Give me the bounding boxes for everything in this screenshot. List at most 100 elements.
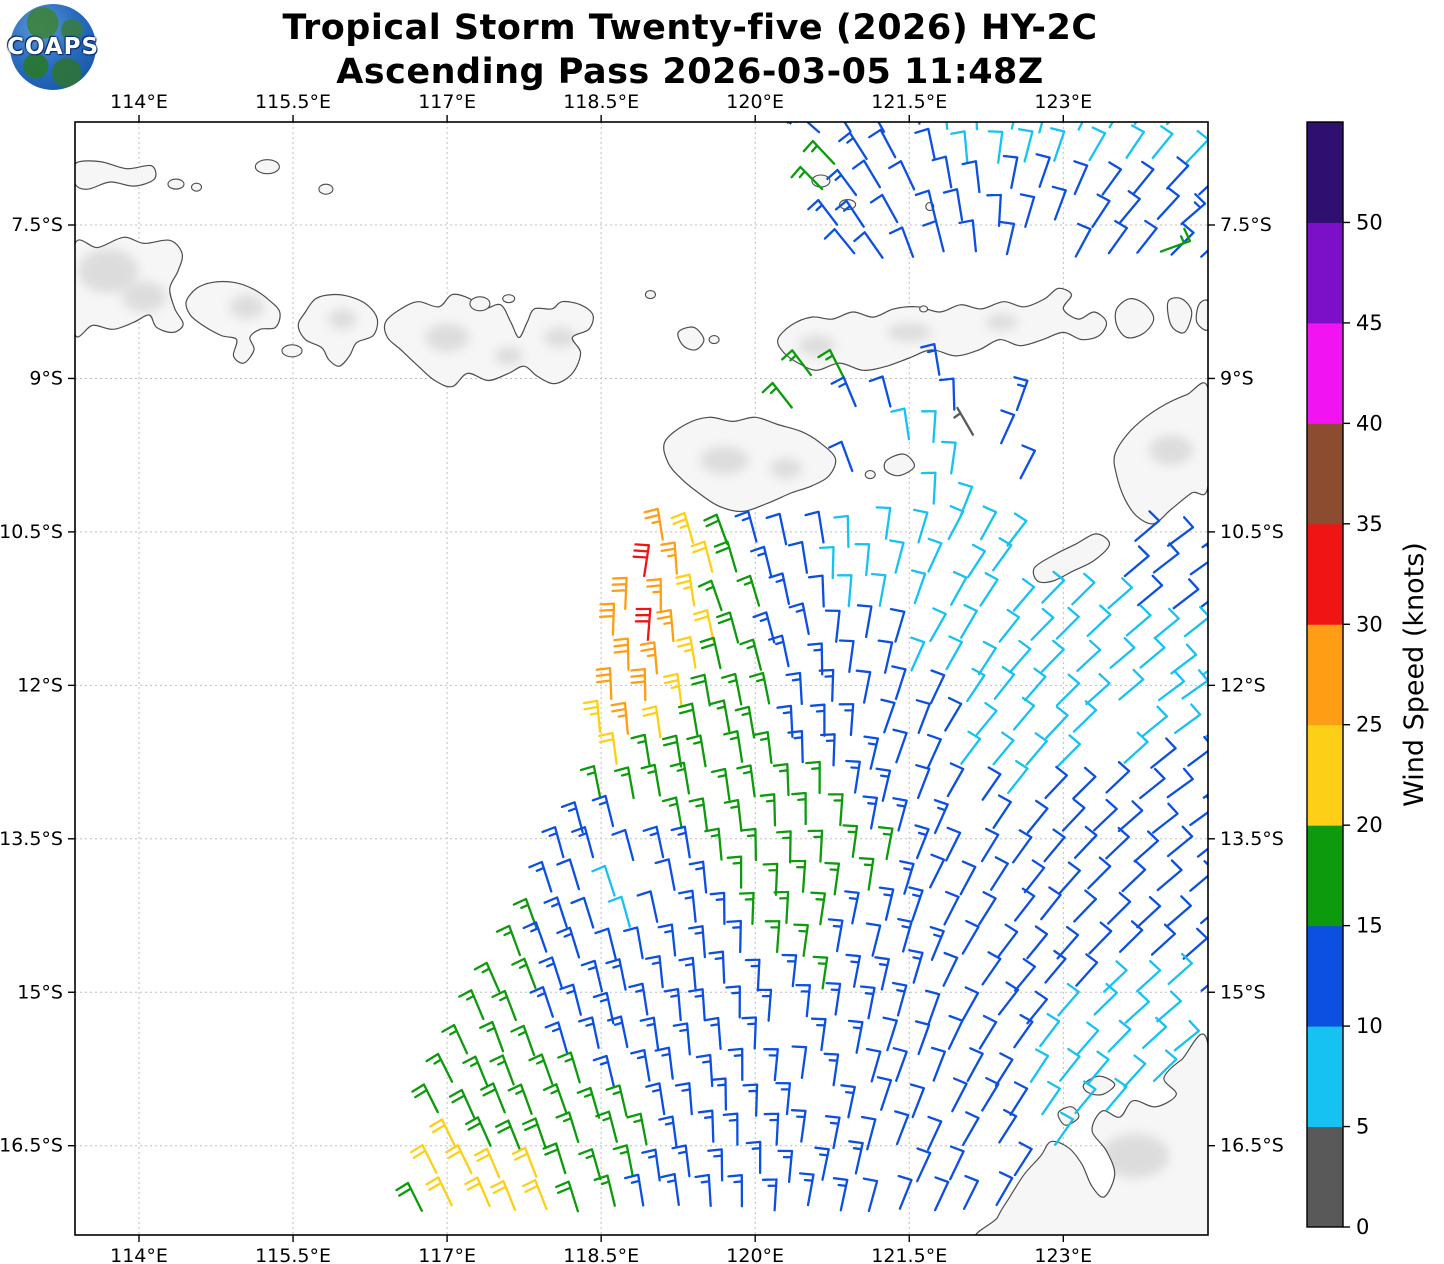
wind-barb xyxy=(491,989,517,1022)
wind-barb xyxy=(1009,1081,1029,1116)
wind-barb xyxy=(981,951,1002,986)
wind-barb xyxy=(804,510,825,544)
wind-barb xyxy=(1045,705,1069,740)
wind-barb xyxy=(607,895,631,928)
wind-barb xyxy=(1008,639,1032,674)
wind-barb xyxy=(989,856,1009,891)
wind-barb xyxy=(929,925,945,961)
wind-barb xyxy=(722,1112,739,1146)
wind-barb xyxy=(961,1111,980,1147)
wind-barb xyxy=(1136,895,1162,929)
island-flores xyxy=(777,288,1107,371)
wind-barb xyxy=(756,988,773,1022)
wind-barb xyxy=(1141,705,1169,738)
wind-barb xyxy=(775,830,792,864)
wind-barb xyxy=(980,827,1000,863)
wind-barb xyxy=(899,860,915,895)
wind-barb xyxy=(1087,856,1112,890)
wind-barb xyxy=(1117,800,1144,833)
wind-barb xyxy=(920,471,937,505)
wind-barb xyxy=(848,1140,864,1175)
wind-barb xyxy=(1159,227,1192,253)
wind-barb xyxy=(862,1177,879,1213)
wind-barb xyxy=(1165,156,1190,190)
wind-barb xyxy=(1200,600,1208,608)
wind-barb xyxy=(1030,607,1055,641)
wind-barb xyxy=(736,574,761,607)
wind-barb xyxy=(1002,154,1019,190)
y-tick-label-left: 10.5°S xyxy=(0,521,63,543)
wind-barb xyxy=(1196,847,1208,858)
wind-barb xyxy=(824,861,841,896)
wind-barb xyxy=(931,155,953,189)
wind-barb xyxy=(1039,1012,1061,1048)
wind-barb xyxy=(425,1176,453,1207)
wind-barb xyxy=(910,569,927,605)
wind-barb xyxy=(892,728,908,764)
wind-barb xyxy=(1088,921,1113,955)
wind-barb xyxy=(645,955,664,989)
wind-barb xyxy=(1073,825,1098,859)
wind-barb xyxy=(786,122,821,134)
wind-barb xyxy=(1076,639,1102,673)
wind-barb xyxy=(726,919,742,954)
island-outline-lembata xyxy=(1114,298,1155,339)
wind-barb xyxy=(1056,734,1082,768)
wind-barb xyxy=(726,855,743,889)
wind-barb xyxy=(507,1083,533,1115)
wind-barb xyxy=(571,826,595,859)
wind-barb xyxy=(765,512,788,546)
wind-barb xyxy=(998,608,1021,643)
x-tick-label-top: 118.5°E xyxy=(563,91,639,113)
wind-barb xyxy=(914,1020,931,1056)
wind-barb xyxy=(592,1054,615,1088)
y-tick-label-right: 15°S xyxy=(1220,981,1266,1003)
wind-barb-layer xyxy=(395,122,1208,1213)
island-shading-australia-kimberley xyxy=(1101,1133,1170,1178)
wind-barb xyxy=(828,440,854,473)
wind-barb xyxy=(1059,1047,1081,1082)
wind-barb xyxy=(1071,572,1096,606)
island-outline-timor xyxy=(1113,382,1208,525)
y-tick-label-right: 12°S xyxy=(1220,674,1266,696)
wind-barb xyxy=(1173,1019,1201,1052)
wind-barb xyxy=(790,1109,807,1143)
wind-barb xyxy=(672,1022,691,1056)
colorbar-band-45-50 xyxy=(1307,222,1343,324)
colorbar-band-15-20 xyxy=(1307,825,1343,927)
wind-barb xyxy=(929,607,947,643)
wind-barb xyxy=(663,987,682,1022)
wind-barb xyxy=(814,1146,830,1181)
wind-barb xyxy=(686,734,707,768)
island-outline-east-java xyxy=(75,236,184,338)
wind-barb xyxy=(807,198,839,226)
wind-barb xyxy=(598,731,618,765)
wind-barb xyxy=(1102,960,1128,993)
wind-barb xyxy=(591,864,616,897)
wind-barb xyxy=(473,961,501,993)
colorbar-band-35-40 xyxy=(1307,423,1343,525)
wind-barb xyxy=(892,797,908,832)
wind-barb xyxy=(908,886,924,922)
wind-barb xyxy=(997,923,1019,958)
x-tick-label-top: 120°E xyxy=(726,91,784,113)
wind-barb xyxy=(1134,510,1161,542)
island-shading-sumba xyxy=(700,446,803,479)
island-outline-rote xyxy=(1032,533,1111,584)
wind-barb xyxy=(1073,160,1089,196)
terrain-shade-spot xyxy=(78,249,139,294)
wind-barb xyxy=(529,986,554,1018)
wind-barb xyxy=(1123,545,1150,578)
wind-barb xyxy=(578,1016,600,1049)
wind-barb xyxy=(556,858,581,891)
wind-barb xyxy=(807,829,824,863)
wind-barb xyxy=(678,889,697,923)
wind-barb xyxy=(834,199,865,228)
wind-barb xyxy=(744,958,761,992)
y-tick-label-left: 15°S xyxy=(17,981,63,1003)
wind-barb xyxy=(916,1147,932,1183)
wind-barb xyxy=(1124,991,1151,1024)
x-tick-label-bottom: 118.5°E xyxy=(563,1245,639,1264)
wind-barb xyxy=(790,165,824,191)
wind-barb xyxy=(826,168,858,197)
